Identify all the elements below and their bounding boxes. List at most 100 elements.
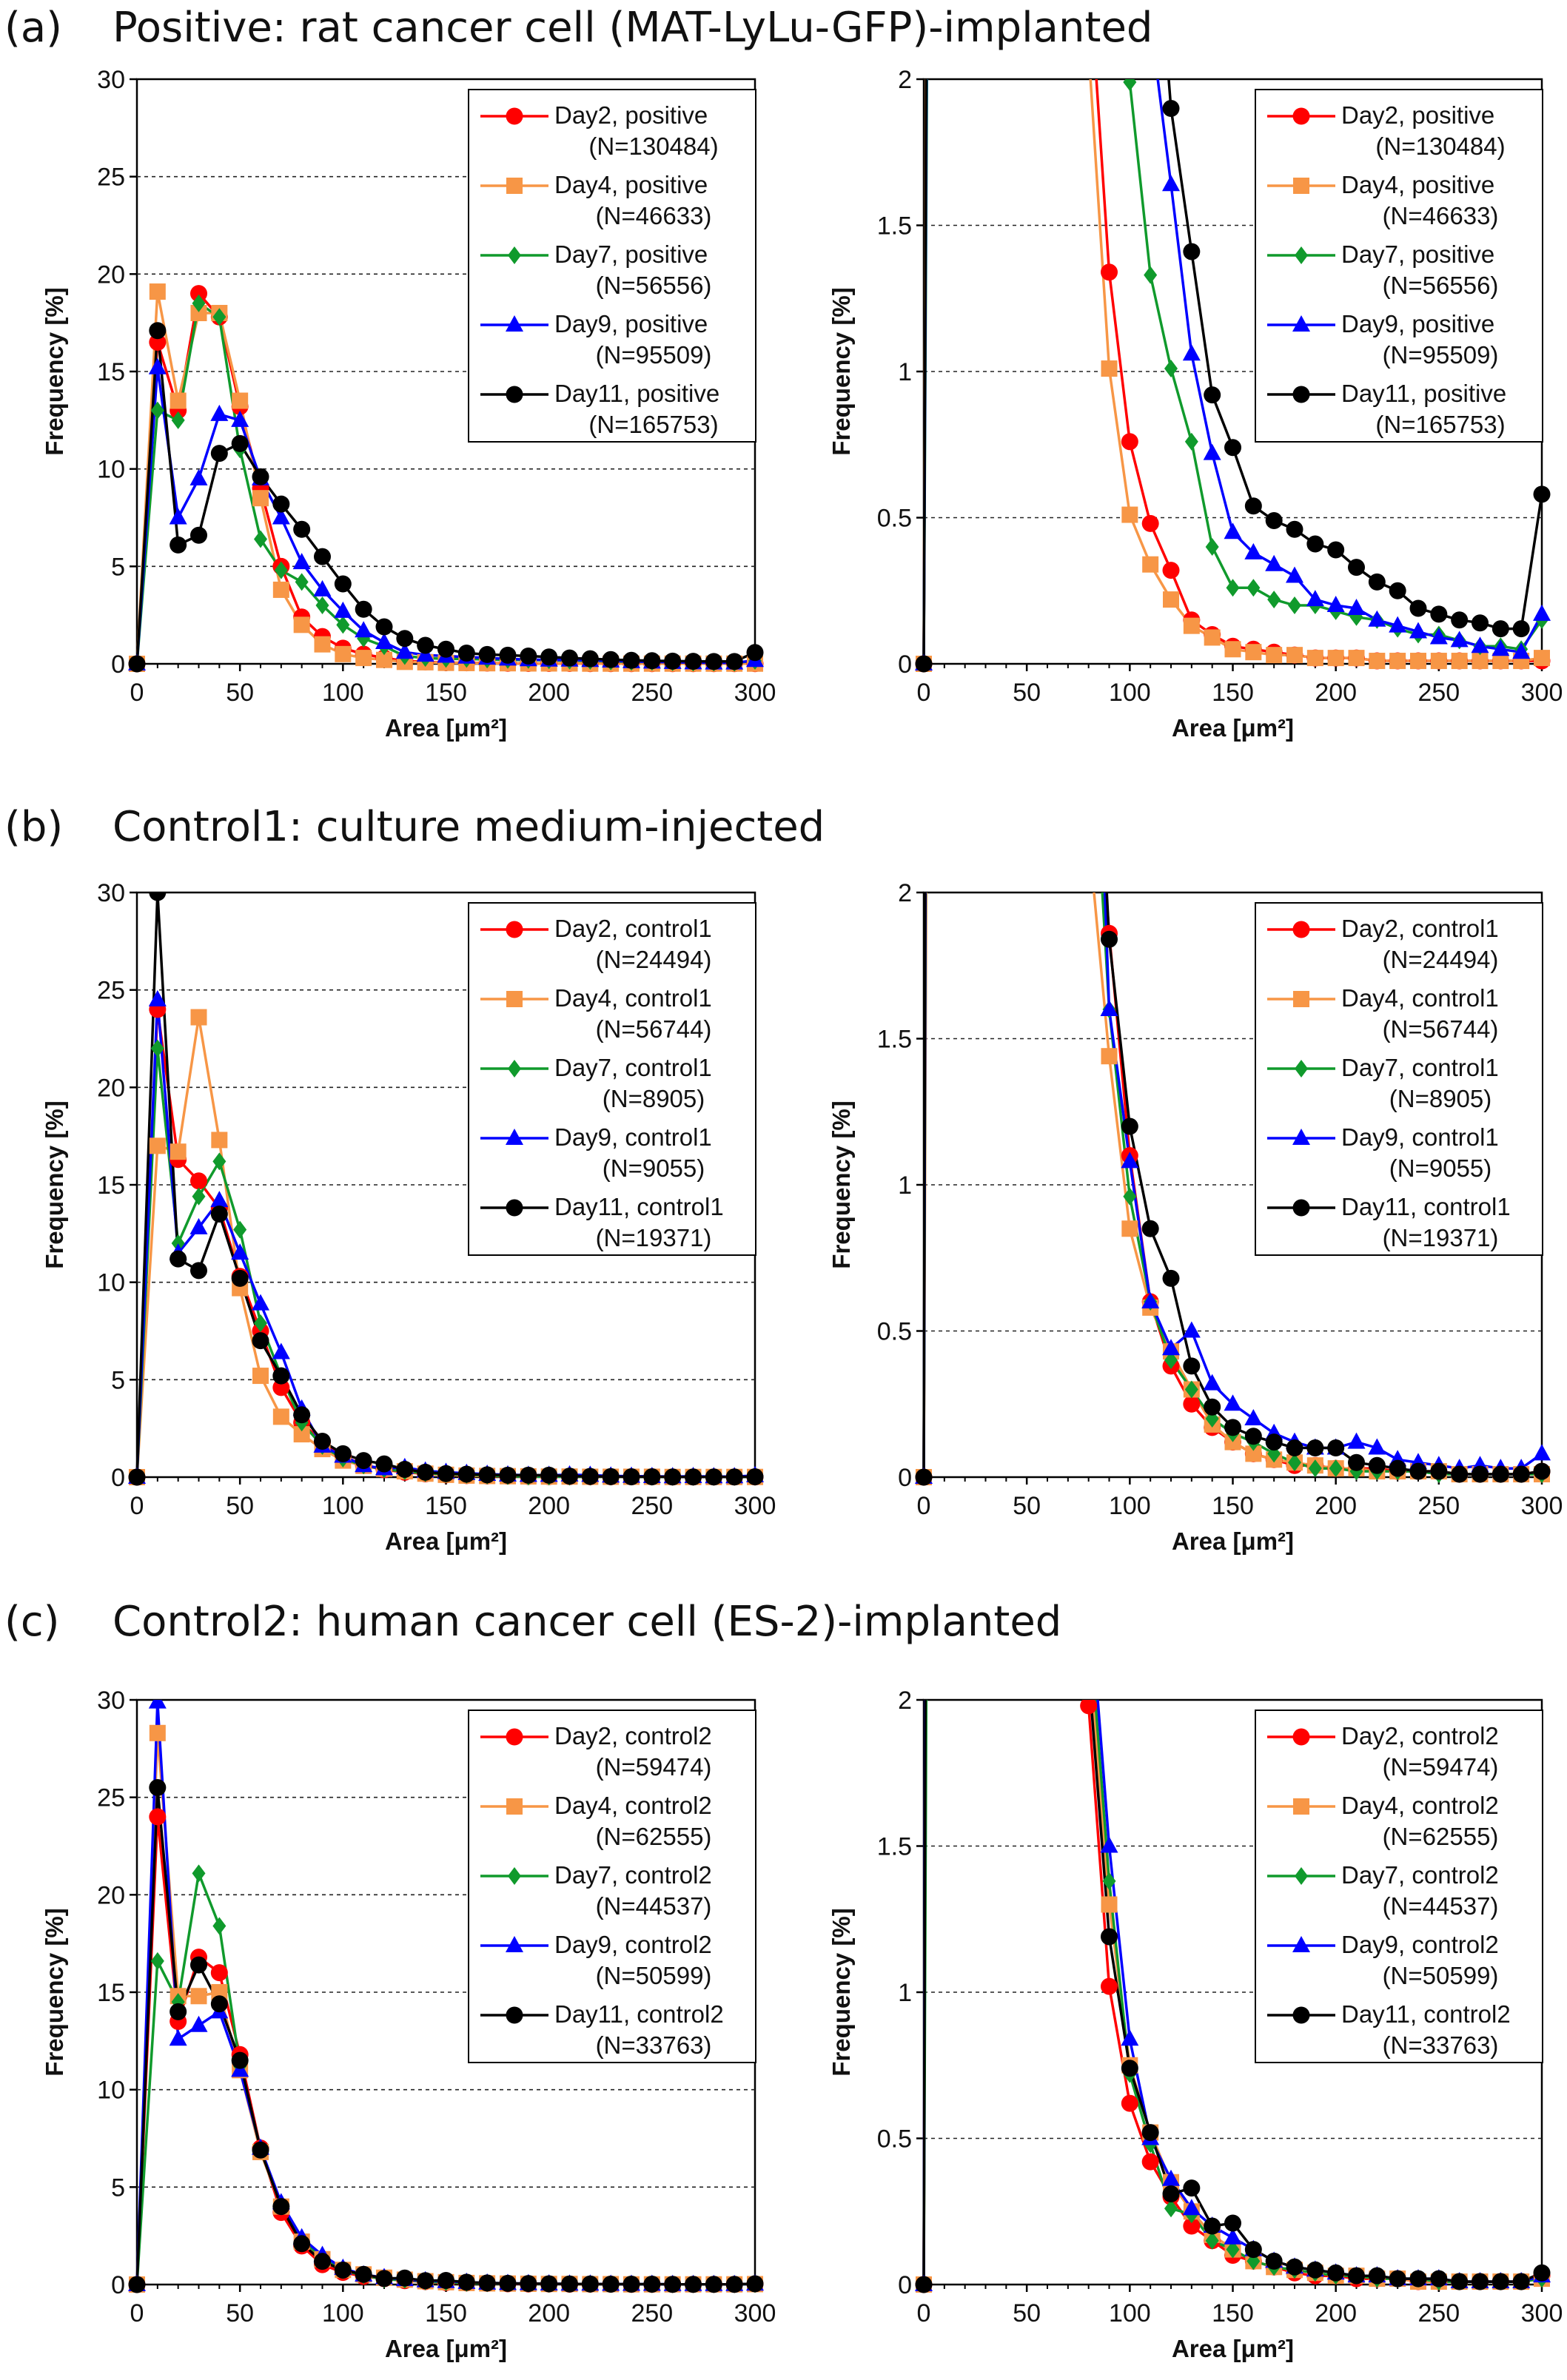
x-tick-label: 200 [528,2299,570,2327]
data-point-day7 [192,1187,206,1206]
data-point-day7 [254,530,267,548]
data-point-day11 [725,2276,743,2293]
data-point-day11 [1265,1433,1283,1451]
legend-count: (N=19371) [1383,1224,1499,1251]
data-point-day2 [149,1808,167,1826]
data-point-day11 [149,892,167,901]
data-point-day9 [1533,604,1551,621]
data-point-day11 [1244,497,1262,515]
y-tick-label: 10 [97,2077,125,2105]
data-point-day9 [1326,596,1345,612]
data-point-day2 [1162,562,1180,579]
data-point-day11 [520,1466,537,1484]
data-point-day9 [1244,542,1263,559]
data-point-day11 [705,1468,722,1486]
y-tick-label: 0 [111,651,125,679]
data-point-day7 [295,573,309,591]
legend-label: Day9, control2 [554,1931,712,1958]
x-tick-label: 0 [917,679,931,707]
data-point-day7 [1226,2240,1240,2259]
data-point-day11 [478,2274,496,2292]
legend-count: (N=56744) [1383,1015,1499,1043]
data-point-day11 [602,2275,620,2293]
series-group [915,1700,1551,2293]
legend-count: (N=165753) [588,411,718,438]
panel-a-letter: (a) [4,4,62,52]
x-tick-label: 50 [226,679,254,707]
data-point-day2 [1121,2094,1138,2112]
data-point-day11 [375,618,393,636]
data-point-day4 [211,1132,228,1149]
data-point-day2 [272,1379,290,1396]
data-point-day11 [746,1468,764,1485]
data-point-day7 [1226,579,1240,597]
legend-label: Day7, control1 [1341,1054,1499,1081]
panel-c-letter: (c) [4,1598,59,1646]
legend-count: (N=56744) [596,1015,712,1043]
data-point-day7 [1246,579,1261,597]
data-point-day4 [1101,1896,1118,1913]
legend-count: (N=33763) [596,2031,712,2059]
legend-count: (N=95509) [1383,341,1499,369]
legend-count: (N=62555) [596,1823,712,1850]
data-point-day7 [315,596,329,614]
data-point-day11 [1409,1462,1427,1480]
series-group [128,892,764,1486]
data-point-day11 [602,1468,620,1485]
data-point-day9 [148,1700,167,1709]
legend-label: Day7, positive [554,241,708,268]
legend-count: (N=95509) [596,341,712,369]
data-point-day4 [1389,653,1406,670]
data-point-day7 [1184,432,1198,451]
data-point-day7 [171,411,185,429]
data-point-day4 [1101,1048,1118,1065]
data-point-day7 [212,1917,227,1935]
data-point-day7 [1288,596,1301,614]
legend-box [468,1710,756,2063]
data-point-day4 [1327,650,1344,667]
data-point-day11 [293,1406,311,1424]
data-point-day11 [1368,573,1386,591]
legend-marker-day4 [1293,1798,1309,1815]
data-point-day9 [1244,1409,1263,1425]
data-point-day11 [1224,2214,1241,2232]
data-point-day4 [335,645,352,662]
legend-label: Day4, control1 [554,984,712,1012]
data-point-day9 [231,1243,249,1260]
data-point-day11 [1512,620,1530,638]
x-tick-label: 300 [734,1492,776,1520]
data-point-day9 [1491,639,1510,656]
data-point-day2 [1121,433,1138,451]
data-point-day11 [1348,559,1365,576]
data-point-day4 [170,392,187,409]
legend-count: (N=24494) [1383,946,1499,973]
legend-marker-day4 [1293,178,1309,194]
legend-label: Day9, control2 [1341,1931,1499,1958]
data-point-day7 [336,616,350,634]
data-point-day11 [1451,611,1469,629]
data-point-day11 [725,653,743,670]
legend: Day2, positive (N=130484) Day4, positive (N… [1255,89,1543,443]
data-point-day4 [149,1137,166,1154]
data-point-day9 [1512,642,1531,659]
data-point-day4 [1451,653,1468,670]
legend-count: (N=44537) [1383,1892,1499,1920]
data-point-day7 [1205,2231,1219,2250]
data-point-day11 [746,644,764,662]
x-tick-label: 200 [1315,1492,1357,1520]
x-tick-label: 300 [1521,679,1563,707]
legend-label: Day9, positive [1341,310,1494,337]
legend-marker-day7 [508,1867,521,1885]
data-point-day7 [1164,2199,1178,2218]
data-point-day11 [396,630,414,648]
data-point-day11 [1327,541,1345,559]
data-point-day9 [1306,590,1324,607]
data-point-day11 [1409,599,1427,617]
legend-label: Day2, positive [554,101,708,129]
data-point-day7 [233,1220,247,1239]
data-point-day11 [1327,1439,1345,1456]
y-tick-label: 25 [97,164,125,192]
legend-count: (N=62555) [1383,1823,1499,1850]
